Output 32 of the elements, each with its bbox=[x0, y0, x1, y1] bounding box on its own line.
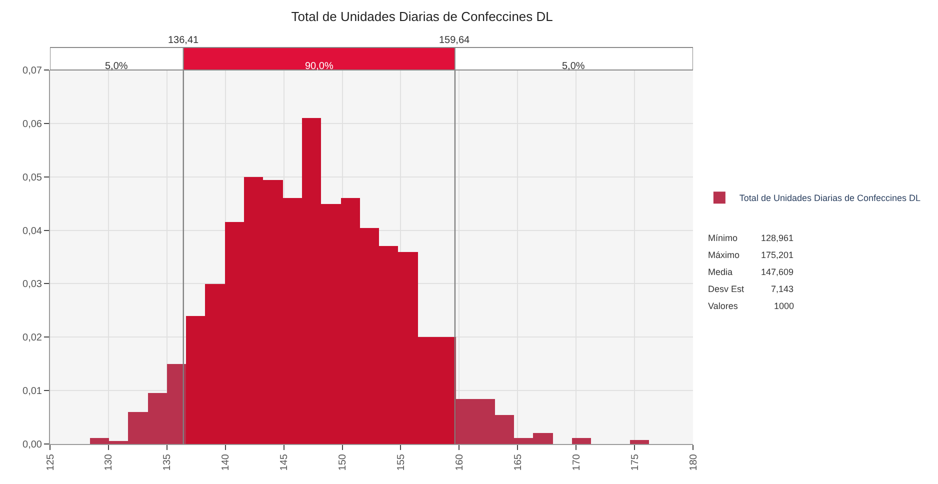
x-tick-label: 160 bbox=[454, 454, 466, 471]
y-tick-label: 0,04 bbox=[22, 226, 42, 237]
y-tick-label: 0,00 bbox=[22, 440, 42, 450]
ref-line-label: 159,64 bbox=[439, 35, 470, 46]
x-tick-label: 135 bbox=[162, 454, 174, 471]
text: Desv Est 7,143 bbox=[708, 284, 794, 294]
text: Máximo 175,201 bbox=[708, 250, 794, 260]
annotation: 90,0% bbox=[305, 61, 334, 72]
y-tick-label: 0,01 bbox=[22, 386, 42, 398]
x-tick-label: 155 bbox=[396, 454, 407, 471]
legend-label: Total de Unidades Diarias de Confeccines DL bbox=[739, 193, 921, 204]
annotation: 5,0% bbox=[105, 61, 128, 72]
y-tick-label: 0,05 bbox=[22, 172, 42, 184]
x-tick-label: 145 bbox=[279, 454, 290, 471]
text: Valores 1000 bbox=[708, 301, 794, 311]
text: Mínimo 128,961 bbox=[708, 233, 794, 243]
x-tick-label: 180 bbox=[688, 454, 700, 471]
text: Media 147,609 bbox=[708, 267, 794, 277]
chart-title: Total de Unidades Diarias de Confeccines DL bbox=[291, 9, 553, 24]
x-tick-label: 150 bbox=[338, 454, 349, 471]
x-tick-label: 130 bbox=[104, 454, 115, 471]
ref-line-label: 136,41 bbox=[168, 35, 200, 46]
annotation: 5,0% bbox=[562, 61, 585, 72]
x-tick-label: 125 bbox=[45, 454, 56, 471]
x-tick-label: 175 bbox=[630, 454, 641, 471]
x-tick-label: 170 bbox=[571, 454, 582, 471]
x-tick-label: 165 bbox=[512, 454, 524, 471]
x-tick-label: 140 bbox=[220, 454, 232, 471]
y-tick-label: 0,02 bbox=[22, 332, 42, 344]
y-tick-label: 0,07 bbox=[22, 66, 42, 76]
y-tick-label: 0,03 bbox=[22, 279, 42, 290]
y-tick-label: 0,06 bbox=[22, 118, 42, 130]
